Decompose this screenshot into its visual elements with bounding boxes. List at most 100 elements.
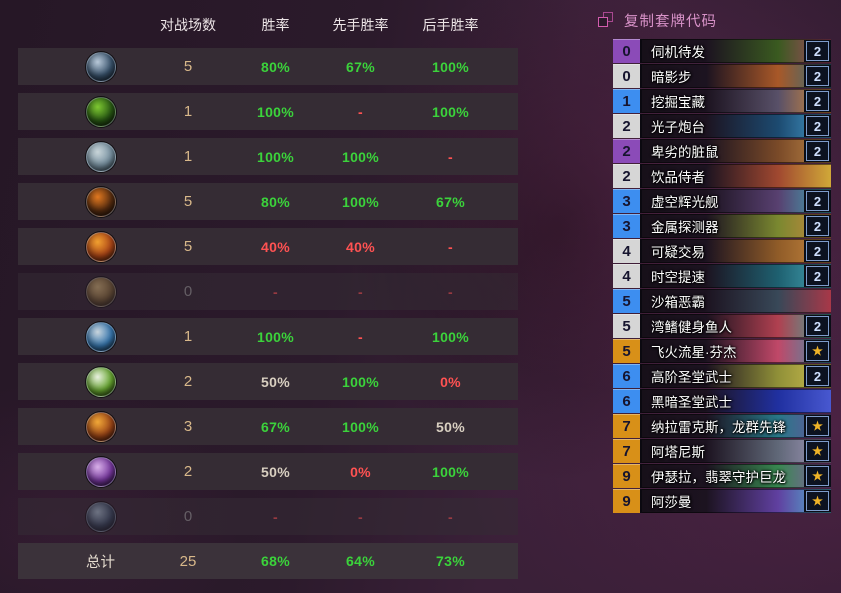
win-rate: 100% [256,328,294,345]
card-name: 黑暗圣堂武士 [651,395,732,410]
games-count: 2 [183,373,193,390]
mana-cost: 3 [613,214,642,238]
games-count: 5 [183,193,193,210]
deck-card[interactable]: 6 黑暗圣堂武士 [613,389,831,413]
games-count: 0 [183,283,193,300]
games-count: 0 [183,508,193,525]
stats-row: 5 40% 40% - [18,228,518,265]
deck-card[interactable]: 2 光子炮台 2 [613,114,831,138]
card-name: 卑劣的脏鼠 [651,145,719,160]
second-win-rate: - [448,238,453,255]
total-label: 总计 [86,554,115,571]
stats-row: 2 50% 0% 100% [18,453,518,490]
second-win-rate: 100% [431,58,469,75]
deck-card[interactable]: 2 饮品侍者 [613,164,831,188]
class-icon-mage [85,231,116,262]
stats-header: 对战场数 胜率 先手胜率 后手胜率 [18,14,518,36]
total-second-win-rate: 73% [436,553,465,569]
mana-cost: 9 [613,489,642,513]
mana-cost: 3 [613,189,642,213]
copy-icon [598,12,614,28]
win-rate: - [273,508,278,525]
card-count-badge: 2 [806,141,829,161]
games-count: 2 [183,463,193,480]
class-icon-demon-hunter [85,96,116,127]
deck-card[interactable]: 9 伊瑟拉，翡翠守护巨龙 ★ [613,464,831,488]
card-name: 暗影步 [651,70,692,85]
deck-card[interactable]: 1 挖掘宝藏 2 [613,89,831,113]
win-rate: 100% [256,148,294,165]
first-win-rate: - [358,103,363,120]
card-art: 沙箱恶霸 [642,289,831,313]
card-art: 阿莎曼 ★ [642,489,831,513]
stats-row: 0 - - - [18,273,518,310]
mana-cost: 6 [613,389,642,413]
deck-card[interactable]: 2 卑劣的脏鼠 2 [613,139,831,163]
card-art: 光子炮台 2 [642,114,831,138]
stats-row: 2 50% 100% 0% [18,363,518,400]
card-name: 湾鳍健身鱼人 [651,320,732,335]
card-art: 金属探测器 2 [642,214,831,238]
card-art: 时空提速 2 [642,264,831,288]
games-count: 5 [183,58,193,75]
second-win-rate: - [448,508,453,525]
deck-card[interactable]: 4 时空提速 2 [613,264,831,288]
card-name: 饮品侍者 [651,170,705,185]
games-count: 3 [183,418,193,435]
class-icon-shaman [85,411,116,442]
card-name: 纳拉雷克斯，龙群先锋 [651,420,786,435]
deck-card[interactable]: 0 伺机待发 2 [613,39,831,63]
first-winrate-column-header: 先手胜率 [332,17,389,33]
deck-card[interactable]: 5 飞火流星·芬杰 ★ [613,339,831,363]
deck-card[interactable]: 4 可疑交易 2 [613,239,831,263]
class-icon-priest [85,321,116,352]
games-count: 5 [183,238,193,255]
mana-cost: 2 [613,114,642,138]
deck-card[interactable]: 6 高阶圣堂武士 2 [613,364,831,388]
deck-card[interactable]: 5 沙箱恶霸 [613,289,831,313]
card-name: 伊瑟拉，翡翠守护巨龙 [651,470,786,485]
class-icon-warlock [85,456,116,487]
card-count-badge: 2 [806,116,829,136]
deck-card[interactable]: 0 暗影步 2 [613,64,831,88]
card-name: 沙箱恶霸 [651,295,705,310]
deck-card[interactable]: 7 阿塔尼斯 ★ [613,439,831,463]
class-icon-death-knight [85,51,116,82]
mana-cost: 2 [613,164,642,188]
games-column-header: 对战场数 [160,17,216,33]
deck-card[interactable]: 7 纳拉雷克斯，龙群先锋 ★ [613,414,831,438]
copy-deck-code-label: 复制套牌代码 [624,13,717,30]
mana-cost: 4 [613,264,642,288]
card-art: 黑暗圣堂武士 [642,389,831,413]
card-name: 金属探测器 [651,220,719,235]
first-win-rate: 40% [346,238,375,255]
class-icon-paladin [85,276,116,307]
copy-deck-code-button[interactable]: 复制套牌代码 [598,10,835,30]
first-win-rate: - [358,328,363,345]
mana-cost: 2 [613,139,642,163]
deck-card[interactable]: 3 金属探测器 2 [613,214,831,238]
card-art: 暗影步 2 [642,64,831,88]
deck-card[interactable]: 5 湾鳍健身鱼人 2 [613,314,831,338]
second-win-rate: - [448,283,453,300]
total-first-win-rate: 64% [346,553,375,569]
card-name: 阿塔尼斯 [651,445,705,460]
win-rate: 80% [261,193,290,210]
class-icon-warrior [85,501,116,532]
second-win-rate: 100% [431,463,469,480]
card-art: 伊瑟拉，翡翠守护巨龙 ★ [642,464,831,488]
stats-total-row: 总计 25 68% 64% 73% [18,543,518,579]
card-count-badge: 2 [806,41,829,61]
card-art: 伺机待发 2 [642,39,831,63]
card-count-badge: 2 [806,66,829,86]
deck-card[interactable]: 3 虚空辉光舰 2 [613,189,831,213]
mana-cost: 7 [613,414,642,438]
win-rate: 40% [261,238,290,255]
deck-card[interactable]: 9 阿莎曼 ★ [613,489,831,513]
stats-row: 0 - - - [18,498,518,535]
card-name: 挖掘宝藏 [651,95,705,110]
first-win-rate: 0% [350,463,371,480]
mana-cost: 5 [613,339,642,363]
first-win-rate: 100% [341,418,379,435]
card-name: 高阶圣堂武士 [651,370,732,385]
